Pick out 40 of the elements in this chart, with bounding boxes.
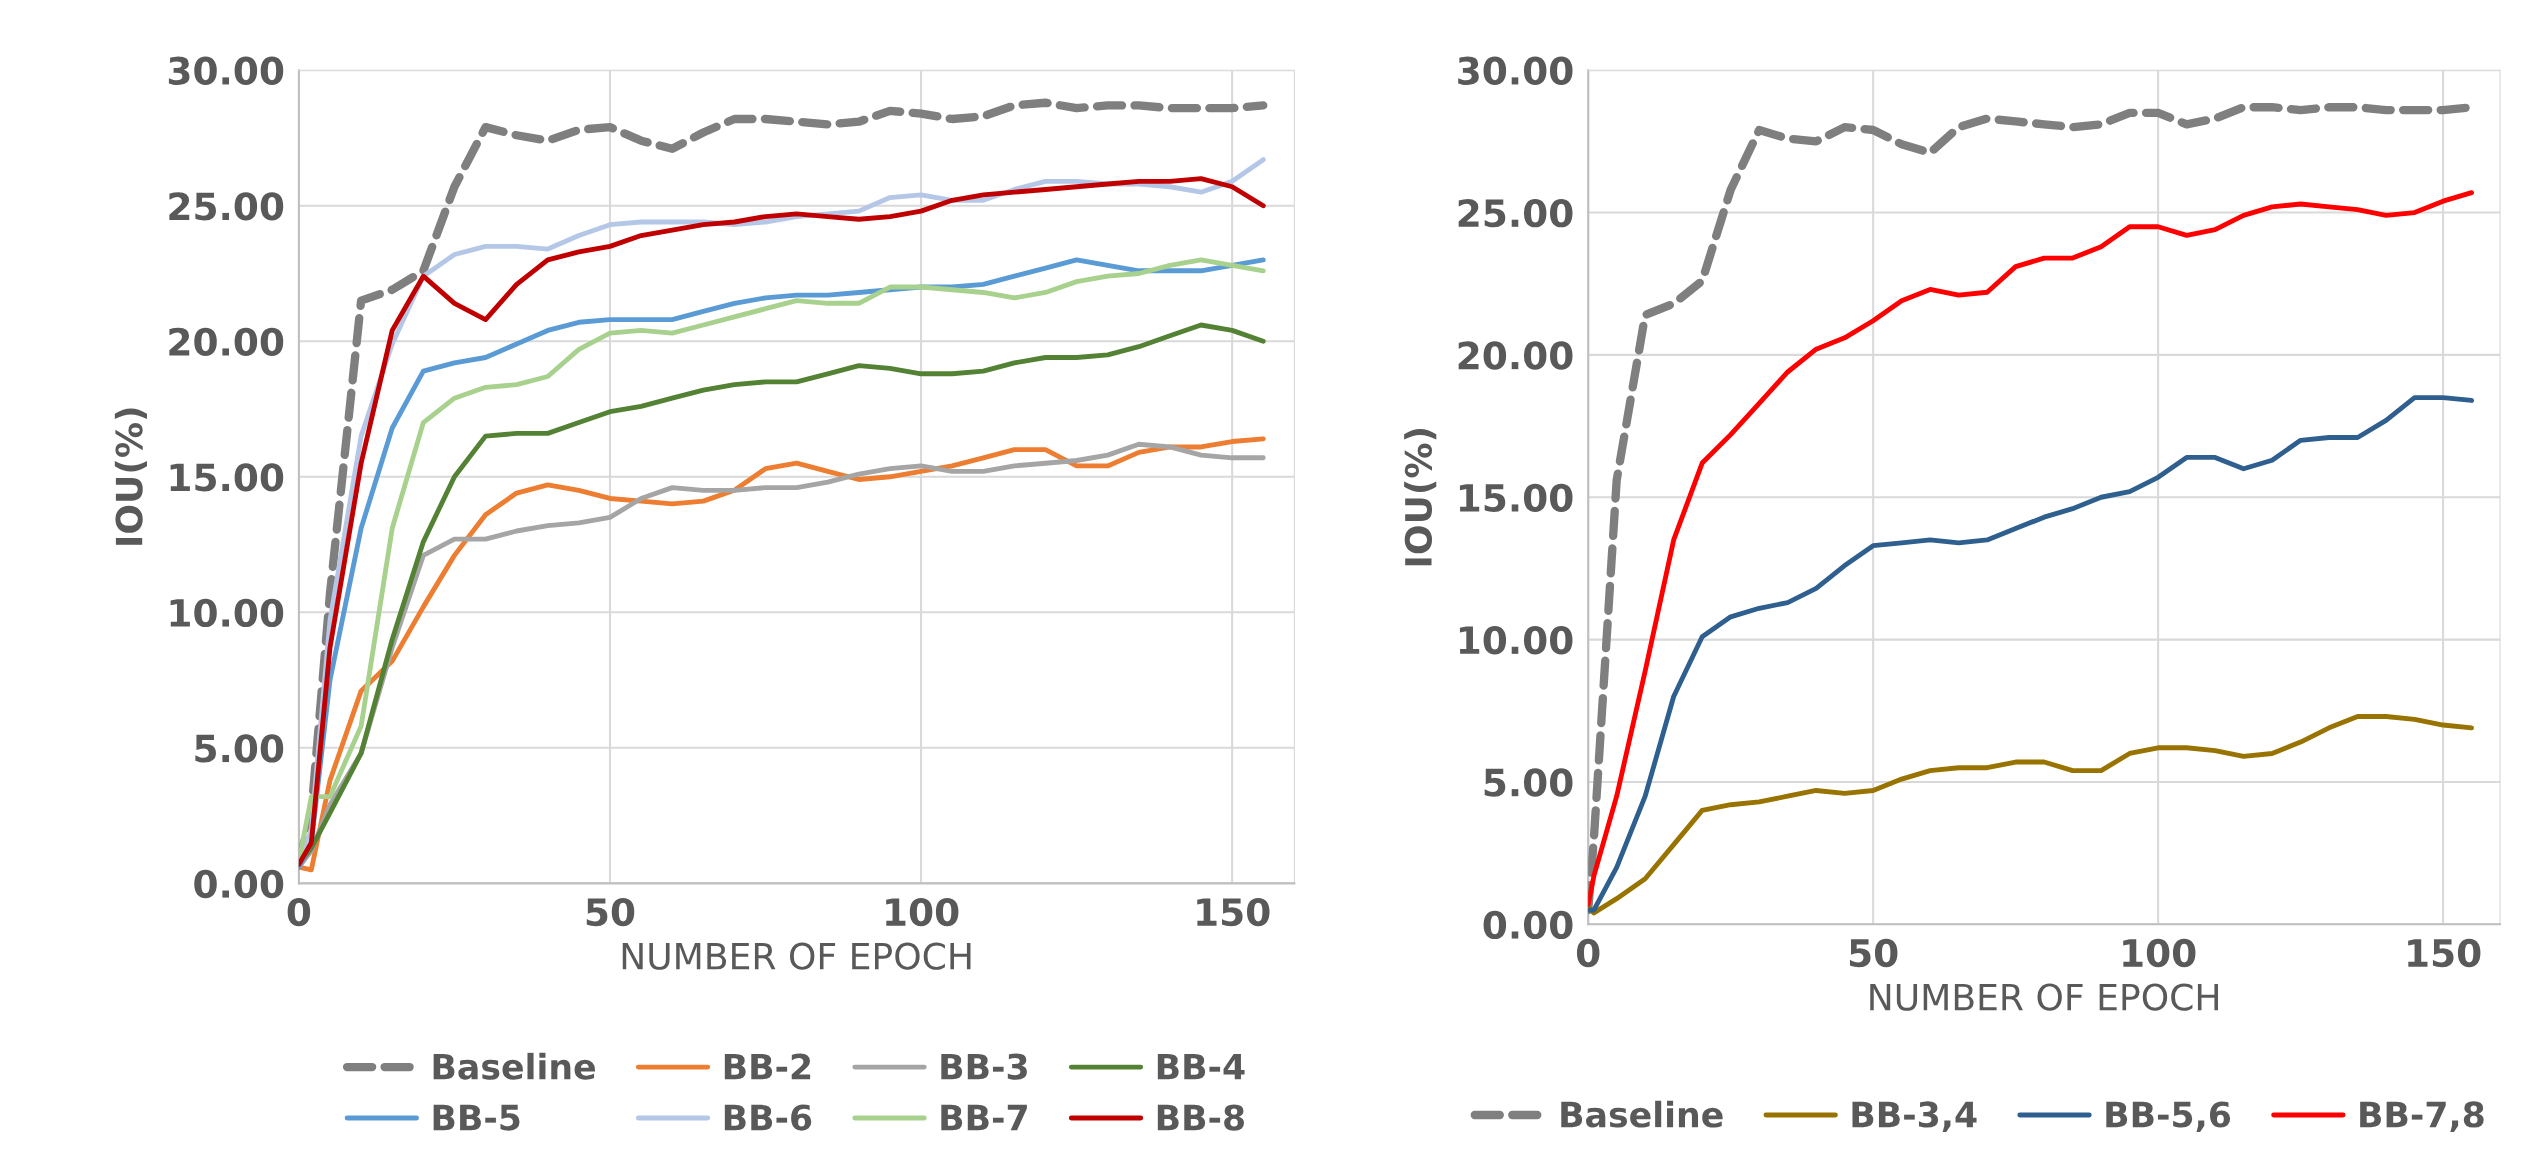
legend-label: BB-3 <box>941 1053 1027 1080</box>
x-tick-label: 100 <box>2123 938 2196 968</box>
legend-label: BB-7 <box>941 1104 1027 1131</box>
y-axis-title: IOU(%) <box>1404 429 1437 566</box>
y-tick-label: 10.00 <box>170 598 284 628</box>
x-axis-title: NUMBER OF EPOCH <box>622 942 971 970</box>
legend-label: BB-5 <box>433 1104 520 1131</box>
y-tick-label: 5.00 <box>195 734 284 763</box>
legend-label: Baseline <box>433 1052 595 1080</box>
y-tick-label: 10.00 <box>1459 626 1573 655</box>
legend-label: BB-7,8 <box>2360 1101 2484 1133</box>
legend-label: BB-5,6 <box>2106 1101 2231 1133</box>
y-tick-label: 30.00 <box>1458 56 1573 85</box>
y-tick-label: 20.00 <box>169 327 284 357</box>
y-tick-label: 20.00 <box>1458 341 1573 370</box>
x-tick-label: 100 <box>886 897 959 927</box>
y-tick-label: 30.00 <box>168 56 284 85</box>
legend-label: Baseline <box>1561 1100 1723 1128</box>
y-tick-label: 15.00 <box>170 463 284 492</box>
x-tick-label: 0 <box>1576 938 1600 968</box>
legend-label: BB-2 <box>724 1053 811 1080</box>
x-tick-label: 50 <box>1849 938 1898 968</box>
x-tick-label: 150 <box>1197 897 1270 927</box>
y-tick-label: 0.00 <box>194 869 284 899</box>
y-axis-title: IOU(%) <box>114 408 147 545</box>
y-tick-label: 25.00 <box>169 192 284 221</box>
legend-label: BB-3,4 <box>1852 1101 1977 1133</box>
x-tick-label: 0 <box>287 897 311 927</box>
legend-label: BB-4 <box>1157 1053 1245 1080</box>
y-tick-label: 15.00 <box>1459 483 1573 513</box>
x-axis-title: NUMBER OF EPOCH <box>1870 983 2218 1011</box>
legend-label: BB-6 <box>724 1104 812 1131</box>
line-series <box>1588 395 2474 913</box>
y-tick-label: 0.00 <box>1483 910 1573 940</box>
legend-label: BB-8 <box>1157 1104 1244 1131</box>
x-tick-label: 150 <box>2408 938 2481 968</box>
x-tick-label: 50 <box>586 897 635 927</box>
line-series <box>1588 714 2474 916</box>
y-tick-label: 25.00 <box>1458 198 1573 228</box>
y-tick-label: 5.00 <box>1484 768 1573 797</box>
